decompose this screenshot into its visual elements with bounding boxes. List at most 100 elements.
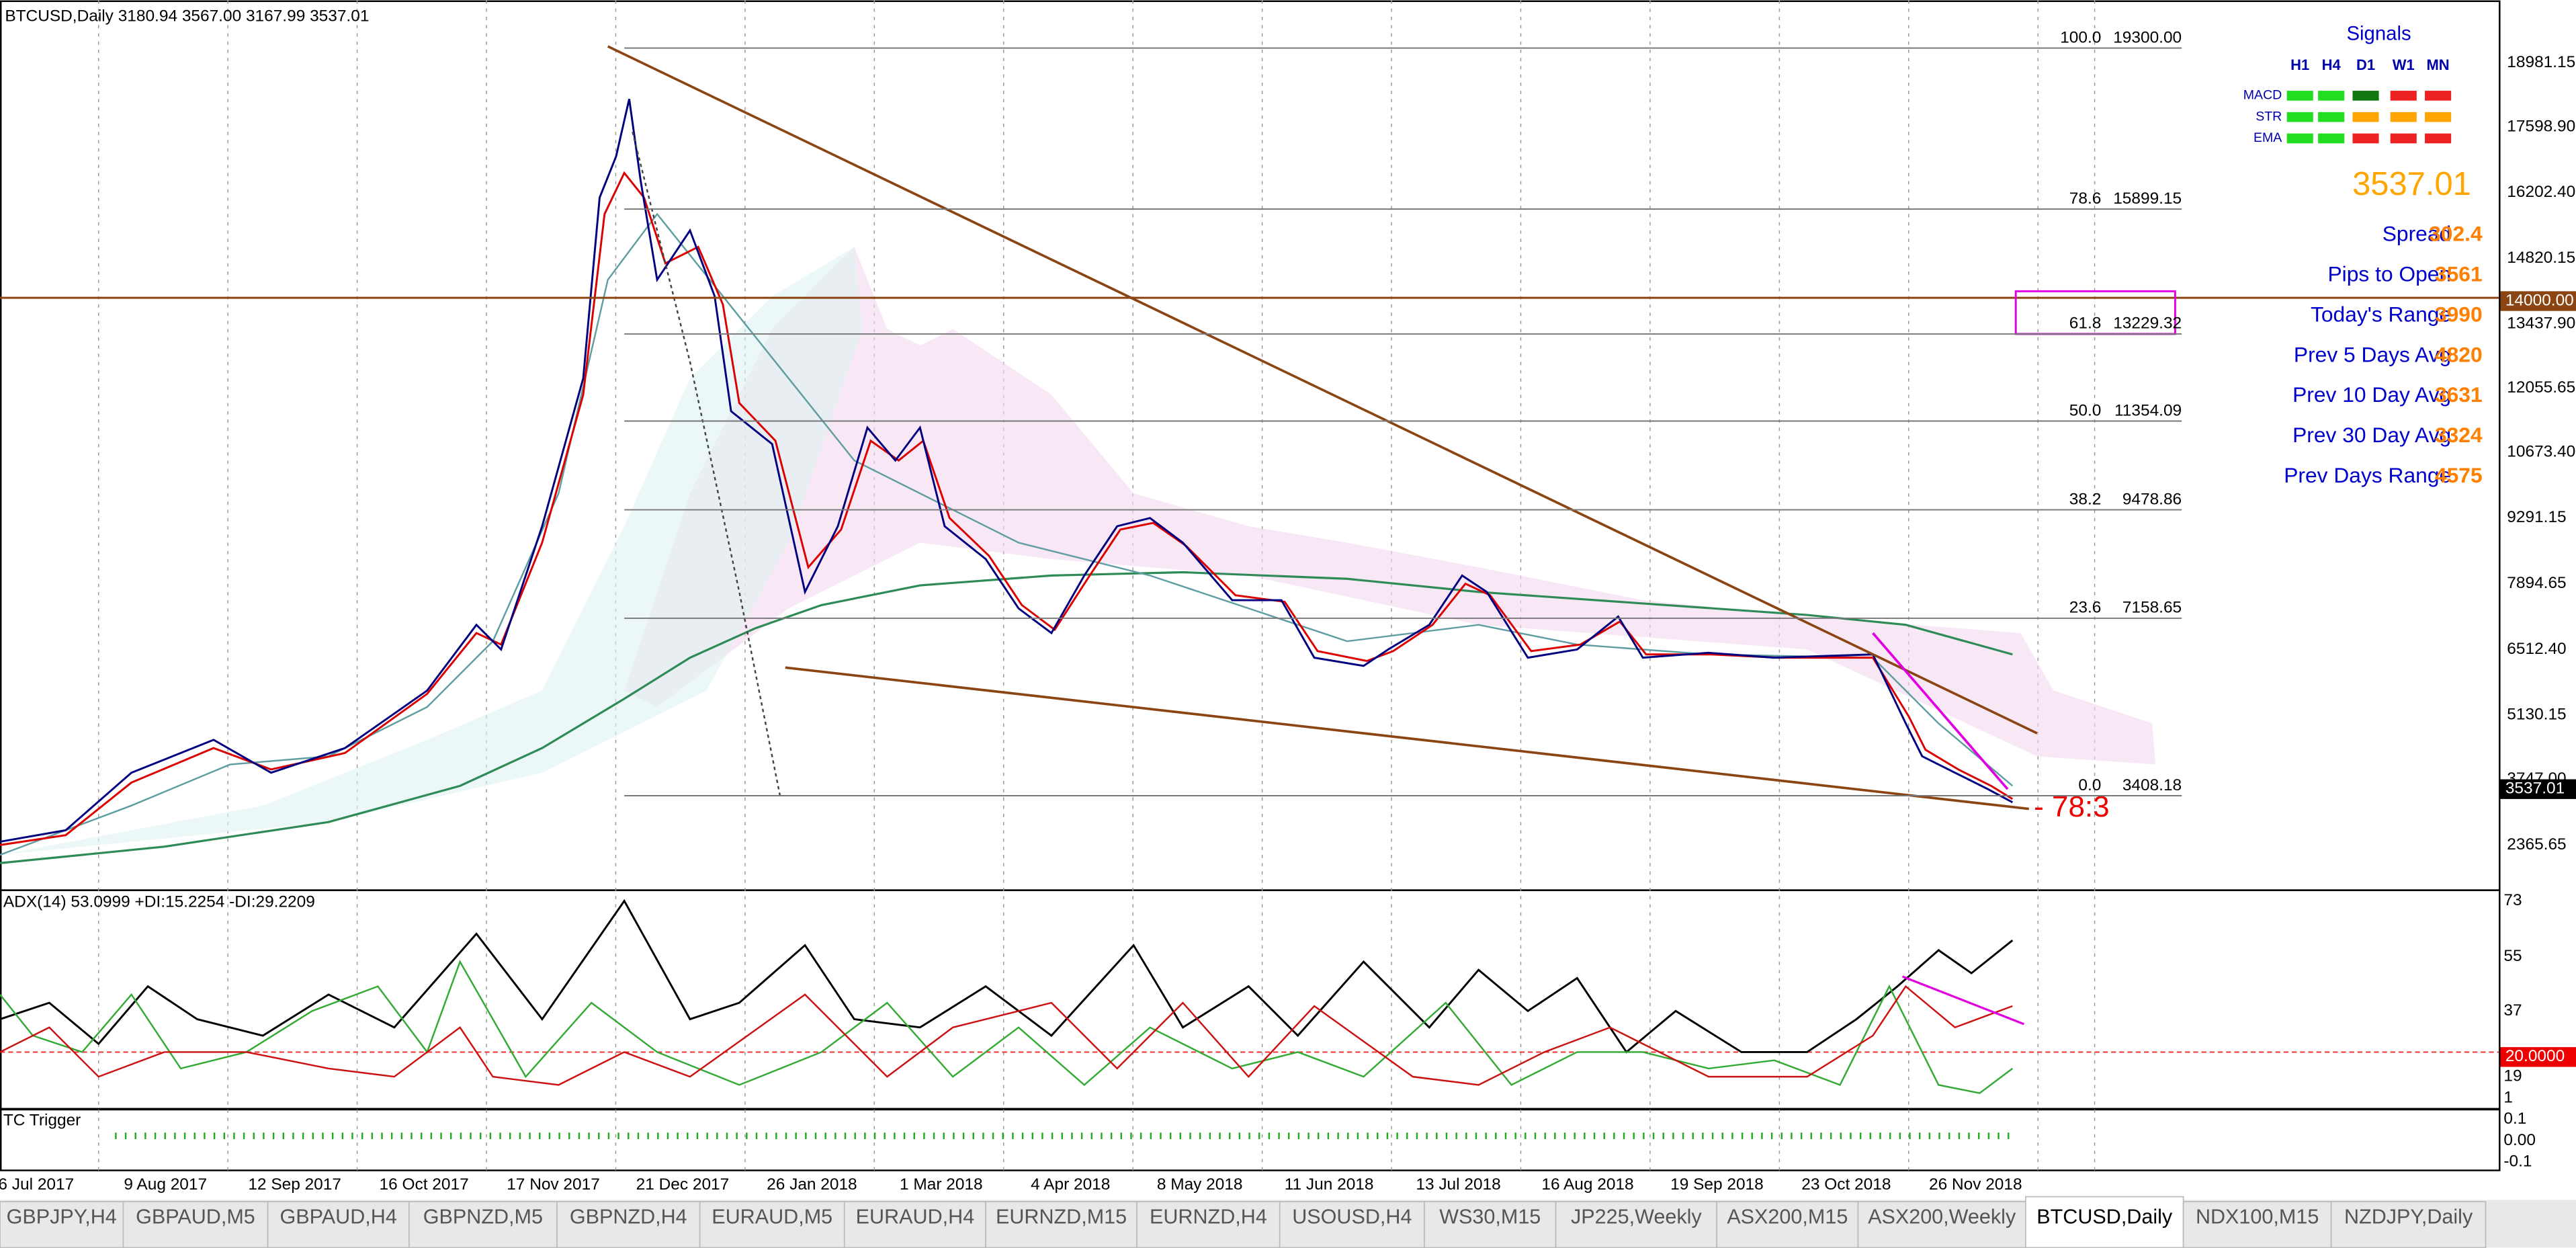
price-label: 16202.40 [2507,183,2575,201]
stat-label: Prev 30 Day Avg [2292,423,2451,447]
moving-average [0,571,2013,864]
overlay: 18981.15 17598.90 16202.40 14820.15 13437.90… [0,23,2576,1248]
level-label: 14000.00 [2505,291,2574,309]
tab-label[interactable]: GBPNZD,H4 [570,1206,687,1229]
price-label: 6512.40 [2507,640,2566,658]
signal-column: W1 [2393,56,2415,73]
price-label: 14820.15 [2507,249,2575,267]
tab[interactable] [1555,1201,1718,1248]
fib-level: 100.0 [2060,28,2101,46]
tab[interactable] [2330,1201,2487,1248]
tab-label[interactable]: JP225,Weekly [1571,1206,1702,1229]
tab[interactable] [408,1201,558,1248]
price-box [2500,779,2576,799]
trigger-label: 0.00 [2503,1131,2536,1149]
tab-label[interactable]: GBPAUD,M5 [136,1206,255,1229]
tab[interactable] [2025,1196,2184,1248]
tab-label[interactable]: NDX100,M15 [2196,1206,2319,1229]
date-label: 21 Dec 2017 [636,1175,730,1194]
plus-di-line [0,960,2014,1094]
tab-label[interactable]: NZDJPY,Daily [2344,1206,2473,1229]
tab[interactable] [2182,1201,2332,1248]
signal-cell [2318,133,2345,144]
signal-column: D1 [2356,56,2375,73]
price-label: 17598.90 [2507,117,2575,135]
tab[interactable] [1716,1201,1859,1248]
tab-label[interactable]: EURAUD,M5 [712,1206,832,1229]
ichimoku-cloud [624,247,2156,765]
stat-label: Prev Days Range [2284,463,2451,487]
fib-level: 0.0 [2078,776,2101,794]
tab[interactable] [843,1201,986,1248]
fib-level: 50.0 [2069,401,2102,419]
tab[interactable] [556,1201,701,1248]
stat-value: 302.4 [2429,222,2483,246]
dotted-line [632,131,781,798]
fib-level: 23.6 [2069,599,2102,617]
tab-label[interactable]: EURNZD,M15 [996,1206,1127,1229]
tab-label[interactable]: EURNZD,H4 [1150,1206,1267,1229]
stat-value: 3561 [2435,262,2483,286]
tab-label[interactable]: WS30,M15 [1439,1206,1541,1229]
tab[interactable] [0,1201,124,1248]
moving-average [0,171,2014,846]
ichimoku-cloud [0,247,863,856]
tab-label[interactable]: BTCUSD,Daily [2036,1206,2173,1229]
indicator-label: 1 [2503,1088,2513,1106]
trendline [1872,632,2009,790]
price-label: 5130.15 [2507,706,2566,724]
indicator-label: 55 [2503,947,2522,965]
signal-cell [2286,112,2313,122]
stats-price: 3537.01 [2352,166,2471,202]
tab[interactable] [985,1201,1137,1248]
signal-cell [2390,133,2417,144]
moving-average [0,212,2014,856]
fib-level: 38.2 [2069,490,2102,508]
stat-value: 4575 [2435,463,2483,487]
date-label: 16 Aug 2018 [1541,1175,1633,1194]
adx-line [0,899,2014,1054]
tab-label[interactable]: GBPJPY,H4 [7,1206,117,1229]
date-label: 19 Sep 2018 [1670,1175,1764,1194]
fib-price: 9478.86 [2122,490,2182,508]
signal-name: MACD [2243,88,2282,103]
tab[interactable] [1424,1201,1557,1248]
signal-cell [2352,112,2379,122]
current-price: 3537.01 [2505,780,2565,798]
tab-label[interactable]: EURAUD,H4 [856,1206,975,1229]
indicator-level: 20.0000 [2505,1047,2565,1065]
tab[interactable] [1136,1201,1281,1248]
stat-value: 3631 [2435,382,2483,407]
tab[interactable] [1857,1201,2026,1248]
tab-label[interactable]: ASX200,M15 [1727,1206,1848,1229]
level-box [2500,291,2576,311]
date-label: 12 Sep 2017 [248,1175,341,1194]
date-label: 6 Jul 2017 [0,1175,74,1194]
price-label: 9291.15 [2507,508,2566,526]
date-label: 16 Oct 2017 [380,1175,469,1194]
indicator-label: 19 [2503,1067,2522,1085]
indicator-label: 73 [2503,891,2522,909]
tab[interactable] [699,1201,845,1248]
price-label: 10673.40 [2507,442,2575,460]
tab-label[interactable]: GBPAUD,H4 [280,1206,397,1229]
date-label: 9 Aug 2017 [124,1175,207,1194]
tab-label[interactable]: ASX200,Weekly [1868,1206,2016,1229]
level-box [2500,1047,2576,1067]
signal-cell [2425,91,2452,101]
signal-column: MN [2426,56,2449,73]
price-line [0,98,2014,843]
fib-level: 78.6 [2069,190,2102,208]
stat-label: Today's Range [2311,302,2451,326]
tab[interactable] [1279,1201,1425,1248]
date-label: 26 Jan 2018 [767,1175,857,1194]
tab-label[interactable]: GBPNZD,M5 [423,1206,543,1229]
price-label: 7894.65 [2507,574,2566,592]
price-label: 13437.90 [2507,315,2575,333]
price-label: 2365.65 [2507,835,2566,854]
stat-value: 4820 [2435,342,2483,366]
tab-label[interactable]: USOUSD,H4 [1292,1206,1412,1229]
signal-cell [2318,91,2345,101]
date-label: 26 Nov 2018 [1929,1175,2022,1194]
frames [0,0,2501,1171]
